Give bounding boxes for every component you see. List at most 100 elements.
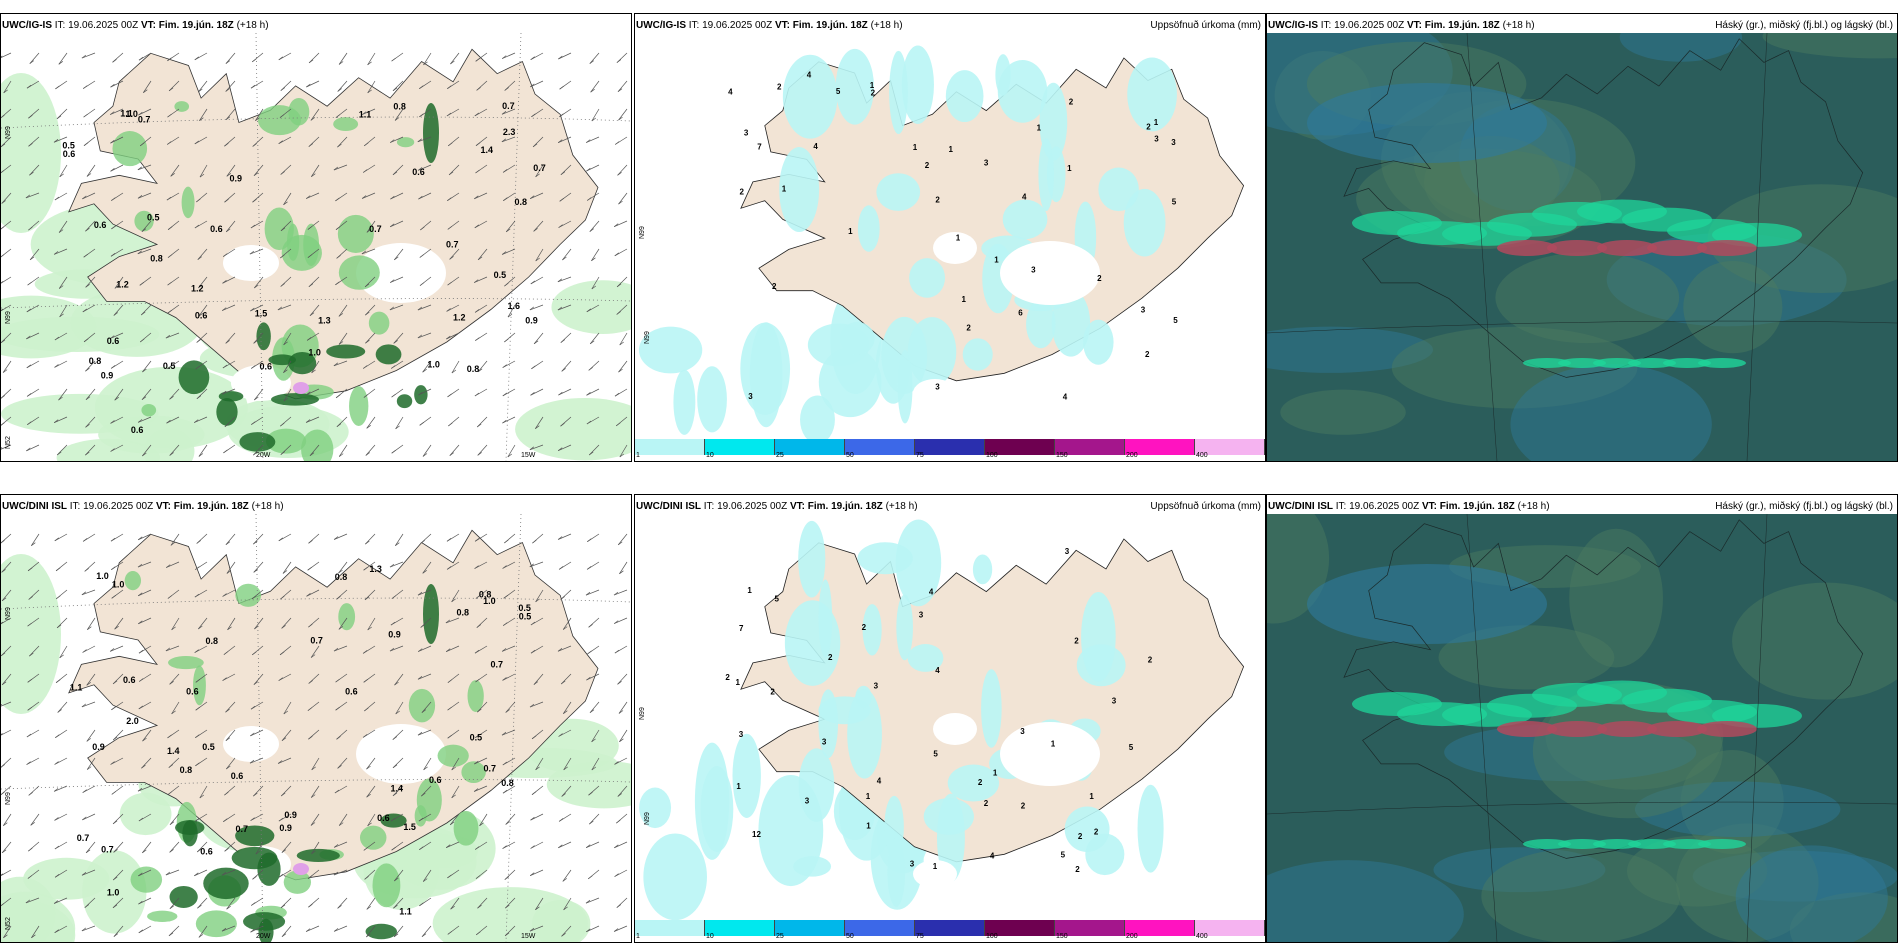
- wind-barb: [143, 80, 152, 93]
- wind-barb: [419, 846, 424, 850]
- wind-barb: [138, 589, 152, 597]
- wind-barb: [420, 624, 425, 628]
- wind-barb: [198, 934, 204, 938]
- wind-barb: [449, 248, 460, 260]
- wind-barb: [141, 388, 152, 400]
- wind-barb: [390, 192, 404, 200]
- wind-barb: [390, 365, 396, 369]
- wind-barb: [533, 220, 544, 232]
- wind-barb: [167, 57, 172, 62]
- precip-value-label: 0.5: [62, 140, 75, 150]
- wind-barb: [502, 622, 508, 626]
- wind-barb: [283, 360, 292, 373]
- wind-barb: [54, 757, 68, 765]
- wind-barb: [112, 820, 118, 825]
- wind-barb: [142, 841, 152, 854]
- wind-barb: [535, 416, 544, 429]
- wind-barb: [167, 309, 172, 314]
- wind-barb: [501, 138, 507, 143]
- wind-barb: [137, 561, 152, 568]
- wind-barb: [502, 841, 516, 849]
- wind-barb: [335, 678, 340, 683]
- wind-barb: [558, 52, 572, 60]
- cloud-layer: [1495, 252, 1680, 344]
- precip-legend: 1 10 25 50 75 100 150 200 400: [635, 920, 1265, 942]
- precip-value-label: 0.8: [206, 636, 219, 646]
- wind-barb: [363, 679, 368, 683]
- wind-barb: [110, 761, 115, 765]
- wind-barb: [502, 419, 507, 424]
- wind-barb: [27, 421, 32, 425]
- precip-value-label: 0.9: [388, 629, 401, 639]
- wind-barb: [589, 228, 595, 232]
- wind-barb: [249, 759, 255, 764]
- wind-barb: [586, 676, 591, 681]
- precip-area: [372, 863, 401, 908]
- wind-barb: [474, 309, 480, 313]
- wind-barb: [361, 111, 367, 115]
- wind-barb: [85, 849, 91, 854]
- wind-barb: [169, 452, 174, 456]
- wind-barb: [392, 736, 398, 740]
- wind-barb: [138, 897, 152, 905]
- wind-barb: [477, 708, 482, 713]
- wind-barb: [167, 281, 172, 286]
- wind-barb: [393, 933, 399, 938]
- wind-barb: [198, 80, 208, 93]
- wind-barb: [338, 617, 348, 630]
- wind-barb: [139, 282, 145, 286]
- wind-barb: [364, 876, 369, 880]
- wind-barb: [165, 334, 171, 339]
- accum-value-label: 3: [1154, 135, 1159, 144]
- precip-value-label: 0.6: [63, 149, 76, 159]
- wind-barb: [618, 710, 624, 714]
- wind-barb: [419, 85, 424, 89]
- wind-barb: [421, 709, 427, 713]
- wind-barb: [110, 448, 115, 452]
- accum-area: [818, 689, 839, 758]
- wind-barb: [333, 164, 348, 171]
- wind-barb: [535, 164, 544, 178]
- wind-barb: [250, 732, 255, 737]
- wind-barb: [333, 844, 339, 848]
- accum-area: [1002, 199, 1048, 240]
- wind-barb: [422, 444, 432, 457]
- wind-barb: [451, 785, 460, 799]
- wind-barb: [111, 566, 116, 570]
- wind-barb: [365, 452, 371, 456]
- wind-barb: [85, 396, 91, 400]
- wind-barb: [142, 729, 152, 742]
- wind-barb: [252, 143, 257, 147]
- wind-barb: [504, 338, 509, 343]
- wind-barb: [58, 220, 68, 233]
- wind-barb: [617, 793, 623, 797]
- precip-value-label: 1.2: [453, 313, 466, 323]
- wind-barb: [250, 813, 264, 821]
- wind-barb: [530, 813, 544, 821]
- wind-barb: [365, 533, 376, 545]
- valid-time: Fim. 19.jún. 18Z: [1439, 501, 1515, 512]
- wind-barb: [619, 341, 624, 346]
- wind-barb: [393, 925, 404, 938]
- accum-value-label: 2: [925, 161, 930, 170]
- wind-barb: [530, 392, 535, 396]
- wind-barb: [30, 822, 35, 826]
- wind-barb: [529, 701, 544, 708]
- wind-barb: [394, 248, 404, 261]
- precip-area: [268, 354, 297, 366]
- wind-barb: [533, 340, 539, 345]
- wind-barb: [447, 281, 452, 286]
- wind-barb: [114, 396, 119, 401]
- wind-barb: [197, 256, 203, 260]
- wind-barb: [250, 84, 256, 89]
- wind-barb: [58, 276, 68, 289]
- wind-barb: [81, 52, 96, 59]
- wind-barb: [367, 822, 372, 827]
- wind-barb: [422, 561, 432, 574]
- wind-barb: [1, 422, 5, 426]
- wind-barb: [278, 537, 284, 542]
- wind-barb: [86, 729, 96, 742]
- accum-value-label: 4: [929, 588, 934, 597]
- wind-barb: [195, 365, 200, 370]
- wind-barb: [333, 645, 348, 652]
